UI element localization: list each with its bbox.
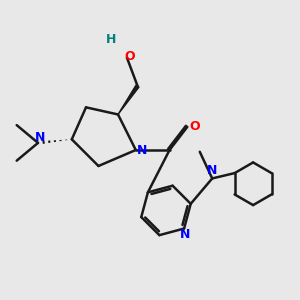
Text: O: O — [124, 50, 135, 63]
Text: H: H — [106, 33, 116, 46]
Text: N: N — [34, 131, 45, 144]
Text: O: O — [190, 120, 200, 134]
Text: N: N — [207, 164, 217, 177]
Polygon shape — [118, 85, 139, 115]
Text: N: N — [180, 228, 190, 242]
Text: N: N — [137, 143, 147, 157]
